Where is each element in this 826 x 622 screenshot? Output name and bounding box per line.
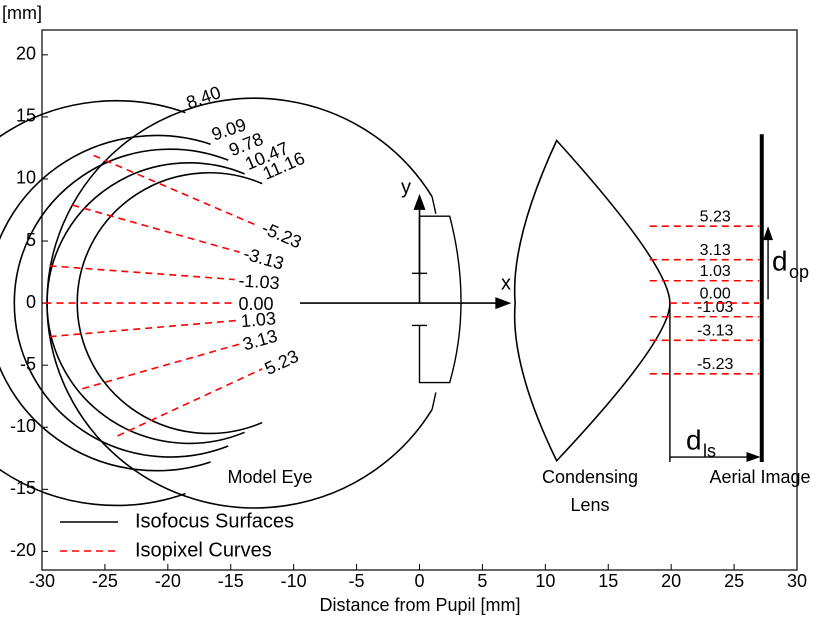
- dimension-symbol: d: [772, 245, 788, 276]
- isopixel-curve: [118, 369, 263, 436]
- annotation: Lens: [570, 495, 609, 515]
- y-tick-label: -5: [20, 354, 36, 374]
- x-arrow-head: [495, 297, 511, 309]
- annotation: Model Eye: [227, 467, 312, 487]
- x-axis-label: Distance from Pupil [mm]: [319, 595, 520, 615]
- y-tick-label: 0: [26, 292, 36, 312]
- x-tick-label: -30: [29, 571, 55, 591]
- x-tick-label: 15: [598, 571, 618, 591]
- x-tick-label: 5: [477, 571, 487, 591]
- dimension-symbol: d: [686, 424, 702, 455]
- y-tick-label: -20: [10, 540, 36, 560]
- y-tick-label: 10: [16, 168, 36, 188]
- x-tick-label: -25: [92, 571, 118, 591]
- x-tick-label: -20: [155, 571, 181, 591]
- annotation: Condensing: [542, 467, 638, 487]
- x-tick-label: 30: [787, 571, 807, 591]
- x-tick-label: 20: [661, 571, 681, 591]
- isopixel-label: 0.00: [700, 285, 731, 302]
- isopixel-curve: [82, 344, 239, 389]
- x-tick-label: 10: [535, 571, 555, 591]
- isopixel-curve: [50, 320, 237, 336]
- condensing-lens: [515, 140, 670, 460]
- isopixel-curve: [50, 266, 235, 280]
- y-tick-label: 20: [16, 44, 36, 64]
- x-tick-label: -15: [218, 571, 244, 591]
- dimension-subscript: op: [789, 262, 809, 282]
- x-tick-label: 25: [724, 571, 744, 591]
- dls-arrow-head: [747, 452, 761, 462]
- isopixel-curve: [94, 155, 259, 226]
- isopixel-label: -1.03: [238, 270, 280, 293]
- isopixel-label: -5.23: [697, 356, 734, 373]
- y-arrow-head: [414, 194, 426, 210]
- y-axis-label: [mm]: [2, 3, 42, 23]
- isopixel-label: -3.13: [241, 243, 286, 273]
- isopixel-label: 5.23: [261, 346, 301, 379]
- legend-label: Isofocus Surfaces: [135, 510, 294, 532]
- annotation: y: [401, 176, 411, 198]
- x-tick-label: 0: [414, 571, 424, 591]
- dop-arrow-head: [763, 226, 773, 240]
- isopixel-label: -5.23: [259, 218, 305, 253]
- dimension-subscript: ls: [703, 441, 716, 461]
- legend-label: Isopixel Curves: [135, 539, 272, 561]
- y-tick-label: 15: [16, 106, 36, 126]
- isopixel-label: 3.13: [700, 242, 731, 259]
- chart: [mm] Distance from Pupil [mm] -30 -25 -20 -…: [0, 0, 826, 622]
- x-tick-label: -5: [349, 571, 365, 591]
- x-tick-label: -10: [281, 571, 307, 591]
- isopixel-curve: [72, 205, 239, 252]
- annotation: x: [501, 272, 511, 294]
- isopixel-label: -3.13: [697, 323, 734, 340]
- isopixel-label: 1.03: [700, 263, 731, 280]
- isofocus-label: 8.40: [184, 82, 224, 113]
- annotation: Aerial Image: [709, 467, 810, 487]
- isopixel-label: 5.23: [700, 208, 731, 225]
- y-tick-label: -10: [10, 416, 36, 436]
